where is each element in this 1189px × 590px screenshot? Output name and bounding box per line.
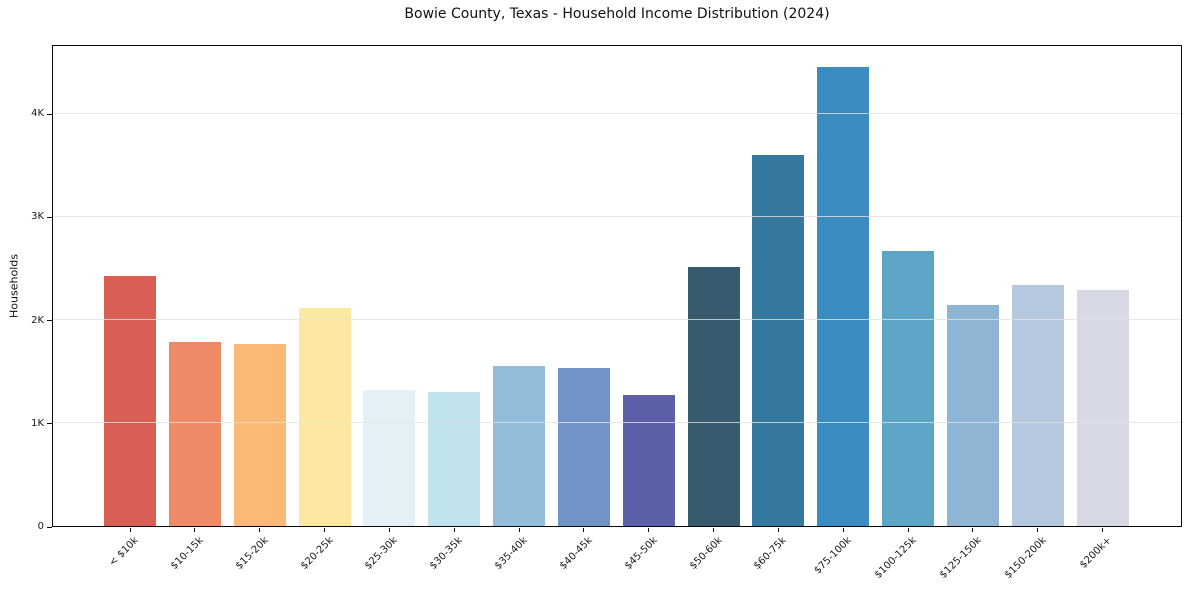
x-tick-mark [842, 528, 844, 532]
y-tick-mark [47, 216, 52, 218]
x-tick-mark [972, 528, 974, 532]
y-tick-label: 2K [31, 314, 44, 326]
gridline [53, 319, 1181, 321]
bar [298, 308, 351, 526]
bar [622, 394, 675, 526]
bar [428, 391, 481, 526]
bar [168, 342, 221, 526]
x-tick-mark [648, 528, 650, 532]
y-tick-mark [47, 526, 52, 528]
bar [233, 343, 286, 526]
x-tick-mark [388, 528, 390, 532]
bar [817, 66, 870, 526]
y-tick-mark [47, 423, 52, 425]
y-tick-label: 3K [31, 211, 44, 223]
x-tick-label: < $10k [107, 535, 141, 569]
x-tick-mark [453, 528, 455, 532]
y-tick-label: 0 [37, 521, 44, 532]
x-tick-mark [1037, 528, 1039, 532]
plot-area [52, 45, 1182, 527]
bar [493, 366, 546, 526]
x-tick-mark [713, 528, 715, 532]
bar [363, 390, 416, 526]
x-tick-mark [1102, 528, 1104, 532]
bar [1011, 285, 1064, 526]
y-tick-mark [47, 113, 52, 115]
bar [687, 266, 740, 526]
gridline [53, 215, 1181, 217]
y-tick-label: 1K [31, 417, 44, 429]
y-axis-label: Households [7, 254, 21, 318]
x-tick-mark [518, 528, 520, 532]
x-tick-mark [194, 528, 196, 532]
x-tick-mark [907, 528, 909, 532]
x-tick-mark [583, 528, 585, 532]
bar [882, 250, 935, 526]
x-tick-mark [129, 528, 131, 532]
y-tick-label: 4K [31, 108, 44, 120]
x-tick-mark [324, 528, 326, 532]
x-tick-mark [259, 528, 261, 532]
gridline [53, 422, 1181, 424]
bar [946, 305, 999, 526]
bar [104, 275, 156, 526]
bar [752, 154, 805, 526]
gridline [53, 112, 1181, 114]
x-tick-mark [777, 528, 779, 532]
bar [557, 368, 610, 526]
y-tick-mark [47, 320, 52, 322]
chart-title: Bowie County, Texas - Household Income D… [404, 6, 830, 22]
bar [1076, 290, 1129, 526]
